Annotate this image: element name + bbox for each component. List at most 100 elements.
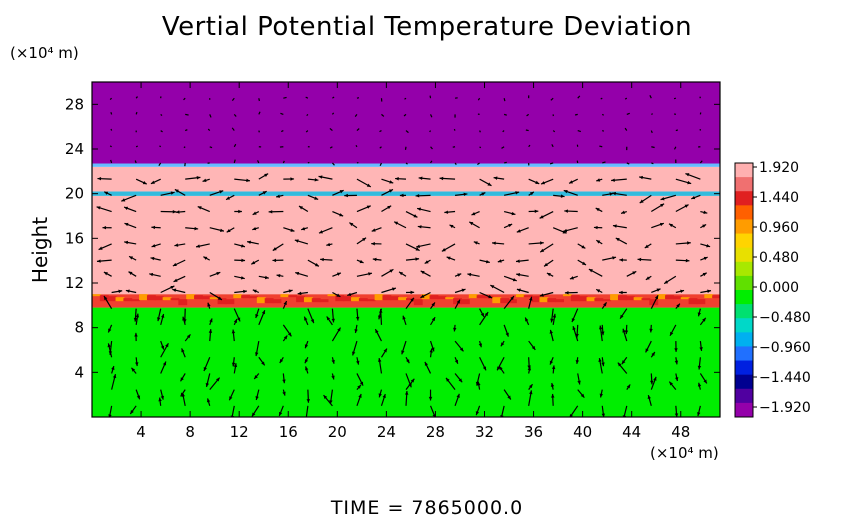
- vector-arrowhead: [124, 222, 129, 227]
- vector-arrowhead: [401, 350, 405, 355]
- vector-arrowhead: [252, 211, 257, 215]
- vector-arrowhead: [580, 393, 585, 398]
- boundary-patch-22: [264, 298, 274, 304]
- vector-arrowhead: [424, 361, 429, 366]
- vector-arrowhead: [469, 221, 474, 226]
- vector-arrowhead: [431, 302, 435, 307]
- vector-arrowhead: [121, 198, 126, 202]
- vector-arrowhead: [651, 351, 655, 356]
- vector-arrowhead: [612, 191, 616, 196]
- vector-arrowhead: [98, 246, 103, 250]
- vector-arrowhead: [552, 313, 557, 318]
- vector-arrowhead: [108, 414, 112, 417]
- vector-arrow: [109, 97, 113, 100]
- vector-arrow: [675, 129, 679, 132]
- boundary-patch-69: [633, 297, 643, 301]
- vector-arrowhead: [172, 262, 177, 267]
- vector-arrowhead: [158, 397, 162, 402]
- vector-arrowhead: [703, 256, 708, 261]
- vector-arrowhead: [318, 175, 323, 179]
- vector-arrowhead: [441, 248, 446, 252]
- vector-arrow: [503, 98, 506, 102]
- vector-arrowhead: [272, 247, 277, 251]
- vector-arrowhead: [569, 180, 574, 184]
- vector-arrowhead: [511, 211, 516, 216]
- boundary-patch-66: [610, 294, 619, 301]
- vector-arrowhead: [577, 380, 581, 385]
- boundary-patch-76: [688, 298, 698, 305]
- vector-arrow: [109, 145, 112, 148]
- vector-arrowhead: [601, 413, 606, 417]
- vector-arrowhead: [366, 183, 371, 187]
- vector-arrowhead: [254, 352, 259, 357]
- vector-arrow: [159, 145, 162, 148]
- vector-arrowhead: [129, 256, 134, 260]
- vector-arrowhead: [387, 205, 392, 210]
- vector-arrow: [601, 113, 604, 116]
- vector-arrowhead: [352, 351, 356, 356]
- vector-arrowhead: [703, 210, 708, 215]
- vector-arrowhead: [453, 327, 457, 332]
- vector-arrowhead: [207, 302, 211, 307]
- vector-arrowhead: [157, 317, 161, 322]
- vector-arrowhead: [617, 362, 622, 367]
- vector-arrowhead: [596, 240, 601, 244]
- vector-arrowhead: [304, 359, 309, 364]
- vector-arrowhead: [124, 206, 129, 210]
- vector-arrow: [233, 143, 237, 148]
- y-tick-label: 16: [65, 229, 84, 247]
- vector-arrowhead: [229, 396, 233, 401]
- vector-arrowhead: [368, 272, 372, 276]
- vector-arrowhead: [490, 285, 495, 289]
- boundary-patch-39: [398, 297, 407, 301]
- boundary-patch-47: [460, 299, 470, 305]
- vector-arrowhead: [549, 360, 554, 365]
- vector-arrow: [403, 113, 407, 117]
- vector-arrowhead: [287, 332, 292, 337]
- vector-arrowhead: [150, 180, 155, 184]
- vector-arrowhead: [572, 326, 576, 331]
- vector-arrow: [577, 130, 582, 133]
- boundary-patch-5: [131, 299, 141, 302]
- boundary-patch-21: [256, 297, 266, 304]
- vector-arrow: [332, 96, 335, 99]
- vector-arrow: [135, 96, 138, 99]
- x-unit-label: (×10⁴ m): [650, 444, 719, 462]
- boundary-patch-23: [272, 299, 282, 304]
- vector-arrowhead: [611, 178, 615, 182]
- x-tick-label: 28: [426, 423, 445, 441]
- vector-arrow: [673, 146, 677, 150]
- vector-arrowhead: [481, 192, 486, 196]
- vector-arrow: [185, 113, 189, 116]
- vector-arrowhead: [564, 291, 569, 295]
- vector-arrowhead: [551, 393, 555, 398]
- vector-arrowhead: [241, 244, 245, 248]
- x-tick-label: 24: [377, 423, 396, 441]
- vector-arrowhead: [596, 289, 601, 293]
- vector-arrowhead: [314, 196, 319, 200]
- boundary-patch-56: [531, 296, 541, 303]
- boundary-patch-71: [649, 299, 659, 306]
- vector-arrow: [354, 114, 358, 117]
- vector-arrowhead: [241, 258, 246, 263]
- vector-arrowhead: [215, 377, 220, 382]
- vector-arrowhead: [417, 207, 422, 211]
- vector-arrowhead: [680, 289, 685, 294]
- vector-arrowhead: [251, 412, 256, 417]
- vector-arrowhead: [697, 312, 702, 317]
- vector-arrow: [110, 159, 113, 164]
- vector-arrowhead: [687, 180, 692, 185]
- vector-arrowhead: [236, 317, 241, 322]
- vector-arrowhead: [516, 229, 521, 233]
- boundary-patch-46: [453, 298, 462, 305]
- field-layer-2: [92, 195, 720, 295]
- vector-arrow: [477, 162, 480, 166]
- vector-arrowhead: [128, 271, 133, 276]
- vector-arrowhead: [463, 192, 468, 197]
- colorbar-swatch: [735, 275, 753, 291]
- vector-arrowhead: [439, 176, 444, 181]
- vector-arrowhead: [216, 271, 221, 276]
- vector-arrow: [502, 130, 505, 133]
- vector-arrowhead: [647, 395, 651, 400]
- boundary-patch-4: [123, 298, 133, 302]
